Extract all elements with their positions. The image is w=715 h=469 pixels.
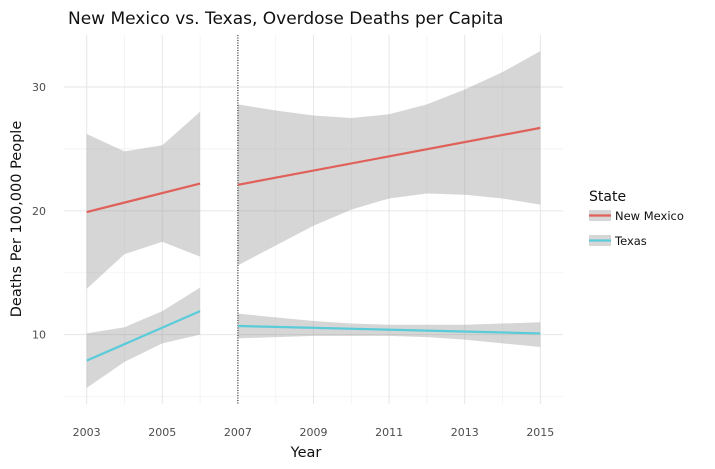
series-line (237, 126, 541, 186)
x-tick-label: 2005 (148, 426, 176, 439)
trend-lines (86, 126, 541, 362)
series-line (86, 310, 201, 362)
y-tick-labels: 10 20 30 (32, 81, 46, 342)
x-tick-label: 2003 (73, 426, 101, 439)
x-tick-label: 2009 (300, 426, 328, 439)
x-tick-label: 2015 (526, 426, 554, 439)
legend-label: New Mexico (615, 209, 684, 223)
legend: State New Mexico Texas (589, 189, 684, 248)
x-tick-labels: 2003 2005 2007 2009 2011 2013 2015 (73, 426, 555, 439)
x-axis-title: Year (290, 445, 322, 461)
x-tick-label: 2007 (224, 426, 252, 439)
y-tick-label: 30 (32, 81, 46, 94)
confidence-band (86, 111, 201, 289)
confidence-band (237, 51, 541, 266)
y-tick-label: 10 (32, 329, 46, 342)
x-tick-label: 2011 (375, 426, 403, 439)
legend-title: State (589, 189, 626, 205)
series-line (237, 324, 541, 335)
y-axis-title: Deaths Per 100,000 People (9, 121, 25, 318)
y-tick-label: 20 (32, 205, 46, 218)
series-line (86, 182, 201, 214)
x-tick-label: 2013 (451, 426, 479, 439)
chart-title: New Mexico vs. Texas, Overdose Deaths pe… (68, 9, 503, 29)
confidence-band (86, 287, 201, 388)
grid-major (64, 35, 563, 404)
legend-label: Texas (614, 234, 647, 248)
